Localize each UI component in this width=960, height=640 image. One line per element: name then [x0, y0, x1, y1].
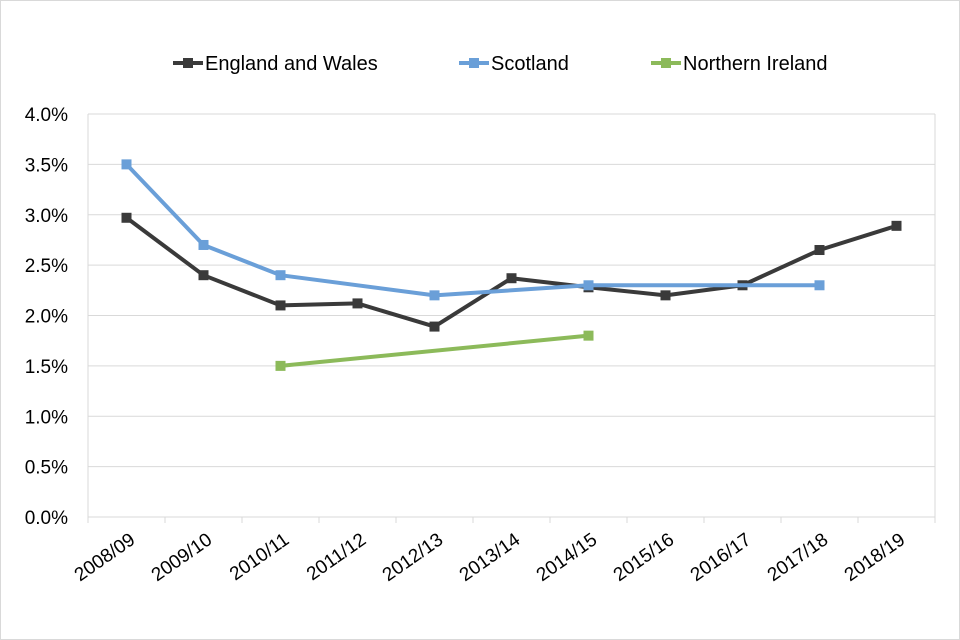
y-tick-label: 1.5%: [25, 357, 68, 378]
series-line: [125, 216, 898, 329]
legend-label: Scotland: [491, 53, 569, 75]
x-tick-label: 2010/11: [226, 529, 293, 585]
y-axis-ticks: 0.0% 0.5% 1.0% 1.5% 2.0% 2.5% 3.0% 3.5% 4.0%: [25, 105, 68, 529]
x-tick-label: 2008/09: [71, 529, 139, 586]
series-line: [125, 162, 820, 298]
data-point: [275, 360, 286, 371]
y-tick-label: 1.0%: [25, 407, 68, 428]
legend-marker: [183, 58, 193, 68]
series-england-and-wales: [121, 212, 902, 332]
y-tick-label: 0.5%: [25, 458, 68, 479]
legend-item-scotland: Scotland: [459, 53, 569, 75]
legend: England and Wales Scotland Northern Irelan…: [173, 53, 828, 75]
data-point: [429, 290, 440, 301]
data-point: [891, 220, 902, 231]
x-axis-ticks: 2008/09 2009/10 2010/11 2011/12 2012/13 2013/…: [71, 517, 936, 586]
x-tick-label: 2013/14: [456, 529, 525, 586]
data-point: [121, 159, 132, 170]
x-tick-label: 2011/12: [303, 529, 370, 585]
legend-label: Northern Ireland: [683, 53, 828, 75]
x-tick-label: 2014/15: [533, 529, 601, 586]
data-point: [583, 280, 594, 291]
x-tick-label: 2009/10: [148, 529, 216, 586]
data-point: [660, 290, 671, 301]
legend-item-england-and-wales: England and Wales: [173, 53, 378, 75]
legend-label: England and Wales: [205, 53, 378, 75]
legend-marker: [661, 58, 671, 68]
data-point: [198, 239, 209, 250]
x-tick-label: 2015/16: [610, 529, 678, 586]
data-point: [352, 298, 363, 309]
data-point: [121, 212, 132, 223]
y-tick-label: 0.0%: [25, 508, 68, 529]
legend-marker: [469, 58, 479, 68]
y-tick-label: 2.0%: [25, 307, 68, 328]
x-tick-label: 2018/19: [841, 529, 909, 586]
legend-item-northern-ireland: Northern Ireland: [651, 53, 828, 75]
data-point: [429, 321, 440, 332]
series-northern-ireland: [275, 330, 594, 371]
data-point: [275, 300, 286, 311]
data-point: [583, 330, 594, 341]
series-line: [280, 333, 589, 368]
x-tick-label: 2017/18: [764, 529, 832, 586]
y-tick-label: 4.0%: [25, 105, 68, 126]
data-point: [814, 280, 825, 291]
data-point: [814, 245, 825, 256]
series-scotland: [121, 159, 825, 301]
x-tick-label: 2012/13: [379, 529, 447, 586]
data-point: [506, 273, 517, 284]
y-tick-label: 3.5%: [25, 155, 68, 176]
y-tick-label: 3.0%: [25, 206, 68, 227]
data-point: [275, 270, 286, 281]
data-point: [198, 270, 209, 281]
x-tick-label: 2016/17: [687, 529, 755, 586]
y-tick-label: 2.5%: [25, 256, 68, 277]
grid-lines: [87, 113, 936, 518]
series-group: [121, 159, 902, 371]
